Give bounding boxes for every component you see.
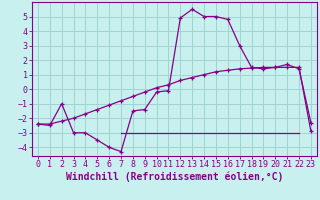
X-axis label: Windchill (Refroidissement éolien,°C): Windchill (Refroidissement éolien,°C) xyxy=(66,172,283,182)
